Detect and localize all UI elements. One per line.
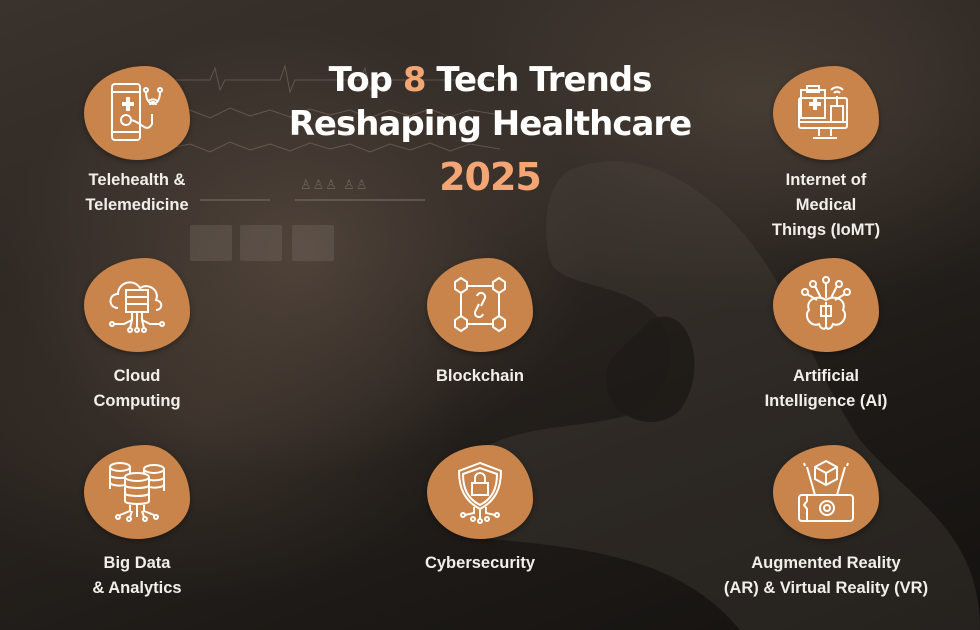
- trend-big-data: Big Data & Analytics: [17, 445, 257, 601]
- trend-label: Internet of Medical Things (IoMT): [771, 171, 881, 239]
- blockchain-cubes-link-icon: [454, 276, 506, 333]
- trend-cloud-computing: Cloud Computing: [17, 258, 257, 414]
- database-stack-icon: [109, 462, 165, 522]
- page-title: Top 8 Tech Trends Reshaping Healthcare 2…: [230, 58, 750, 202]
- trend-ar-vr: Augmented Reality (AR) & Virtual Reality …: [706, 445, 946, 601]
- trend-telehealth: Telehealth & Telemedicine: [17, 66, 257, 218]
- trend-artificial-intelligence: Artificial Intelligence (AI): [706, 258, 946, 414]
- icon-blob: [84, 258, 190, 352]
- icon-blob: [773, 66, 879, 160]
- trend-label: Augmented Reality (AR) & Virtual Reality …: [723, 554, 929, 597]
- cloud-server-icon: [109, 281, 165, 333]
- trend-label: Telehealth & Telemedicine: [85, 171, 189, 214]
- trend-label: Cybersecurity: [424, 554, 536, 572]
- trend-label: Artificial Intelligence (AI): [764, 367, 888, 410]
- trend-label: Big Data & Analytics: [92, 554, 182, 597]
- telehealth-phone-stethoscope-icon: [111, 83, 163, 141]
- title-line-2: Reshaping Healthcare: [288, 104, 693, 144]
- trend-blockchain: Blockchain: [360, 258, 600, 389]
- icon-blob: [84, 66, 190, 160]
- title-number: 8: [402, 60, 427, 100]
- icon-blob: [773, 258, 879, 352]
- icon-blob: [84, 445, 190, 539]
- shield-lock-icon: [457, 461, 503, 524]
- trend-label: Cloud Computing: [93, 367, 181, 410]
- folder-decoration: [240, 225, 282, 261]
- icon-blob: [773, 445, 879, 539]
- folder-decoration: [190, 225, 232, 261]
- iomt-clipboard-monitor-icon: [798, 85, 848, 139]
- icon-blob: [427, 445, 533, 539]
- title-line-1: Top 8 Tech Trends: [328, 60, 653, 100]
- ar-vr-phone-cube-icon: [798, 459, 854, 522]
- title-year: 2025: [439, 155, 542, 199]
- ai-brain-chip-icon: [801, 276, 851, 330]
- trend-label: Blockchain: [435, 367, 525, 385]
- icon-blob: [427, 258, 533, 352]
- trend-iomt: Internet of Medical Things (IoMT): [706, 66, 946, 243]
- folder-decoration: [292, 225, 334, 261]
- trend-cybersecurity: Cybersecurity: [360, 445, 600, 576]
